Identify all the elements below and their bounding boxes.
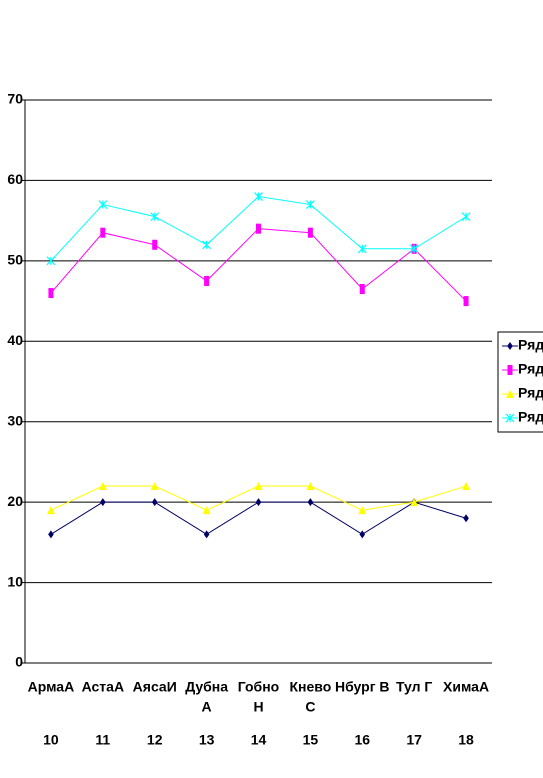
x-tick-code: 12 (147, 732, 163, 748)
data-point (358, 506, 367, 515)
legend-marker (506, 390, 514, 398)
data-point (255, 498, 262, 507)
data-point (306, 482, 315, 491)
legend-marker (507, 342, 513, 350)
series-line (50, 501, 467, 535)
x-tick-code: 15 (303, 732, 319, 748)
x-tick-sublabel: А (202, 699, 212, 715)
y-tick-label: 30 (7, 412, 23, 428)
x-tick-code: 16 (354, 732, 370, 748)
data-point (100, 227, 106, 238)
x-tick-label: АясаИ (133, 679, 177, 695)
y-tick-label: 40 (7, 332, 23, 348)
x-tick-sublabel: Н (253, 699, 263, 715)
x-tick-label: Дубна (185, 679, 228, 695)
data-point (410, 498, 419, 507)
data-point (305, 200, 315, 209)
data-point (463, 514, 469, 523)
legend-box (497, 331, 543, 433)
x-tick-label: АрмаА (28, 679, 75, 695)
x-tick-label: АстаА (82, 679, 124, 695)
data-point (307, 227, 313, 238)
data-point (48, 530, 54, 539)
y-tick-label: 70 (7, 91, 23, 107)
legend-label: Ряд4 (518, 409, 543, 425)
data-point (359, 284, 365, 295)
data-point (151, 498, 158, 507)
data-point (307, 498, 314, 507)
data-point (409, 244, 419, 254)
data-point (100, 498, 106, 507)
series-line (50, 228, 467, 302)
y-tick-label: 10 (7, 573, 23, 589)
legend-label: Ряд1 (518, 337, 543, 353)
data-point (48, 288, 54, 299)
x-tick-label: Гобно (238, 679, 279, 695)
legend-label: Ряд3 (518, 385, 543, 401)
y-tick-label: 60 (7, 171, 23, 187)
data-point (203, 530, 210, 539)
x-tick-label: Нбург В (335, 679, 390, 695)
data-point (202, 240, 212, 250)
data-point (46, 506, 55, 515)
y-tick-label: 50 (7, 252, 23, 268)
legend-marker (507, 365, 513, 375)
data-point (98, 482, 107, 491)
y-tick-label: 20 (7, 493, 23, 509)
legend-label: Ряд2 (518, 361, 543, 377)
x-tick-code: 18 (458, 732, 474, 748)
x-tick-label: Тул Г (396, 679, 432, 695)
x-tick-code: 14 (251, 732, 267, 748)
data-point (463, 296, 469, 307)
data-point (152, 239, 158, 250)
data-point (150, 212, 160, 222)
x-tick-code: 11 (95, 732, 110, 748)
x-tick-sublabel: С (305, 699, 315, 715)
x-tick-label: Кнево (290, 679, 332, 695)
data-point (254, 192, 263, 201)
data-point (202, 506, 211, 515)
x-tick-label: ХимаА (443, 679, 489, 695)
data-point (462, 482, 471, 491)
x-tick-code: 10 (43, 732, 59, 748)
data-point (254, 482, 263, 491)
data-point (357, 244, 367, 254)
legend-marker (505, 413, 515, 423)
data-point (98, 200, 108, 209)
data-point (359, 530, 366, 539)
data-point (461, 212, 471, 222)
x-tick-code: 13 (199, 732, 215, 748)
data-point (204, 275, 210, 286)
y-tick-label: 0 (15, 654, 23, 670)
data-point (46, 256, 56, 266)
data-point (150, 482, 159, 491)
data-point (256, 223, 261, 234)
x-tick-code: 17 (406, 732, 422, 748)
